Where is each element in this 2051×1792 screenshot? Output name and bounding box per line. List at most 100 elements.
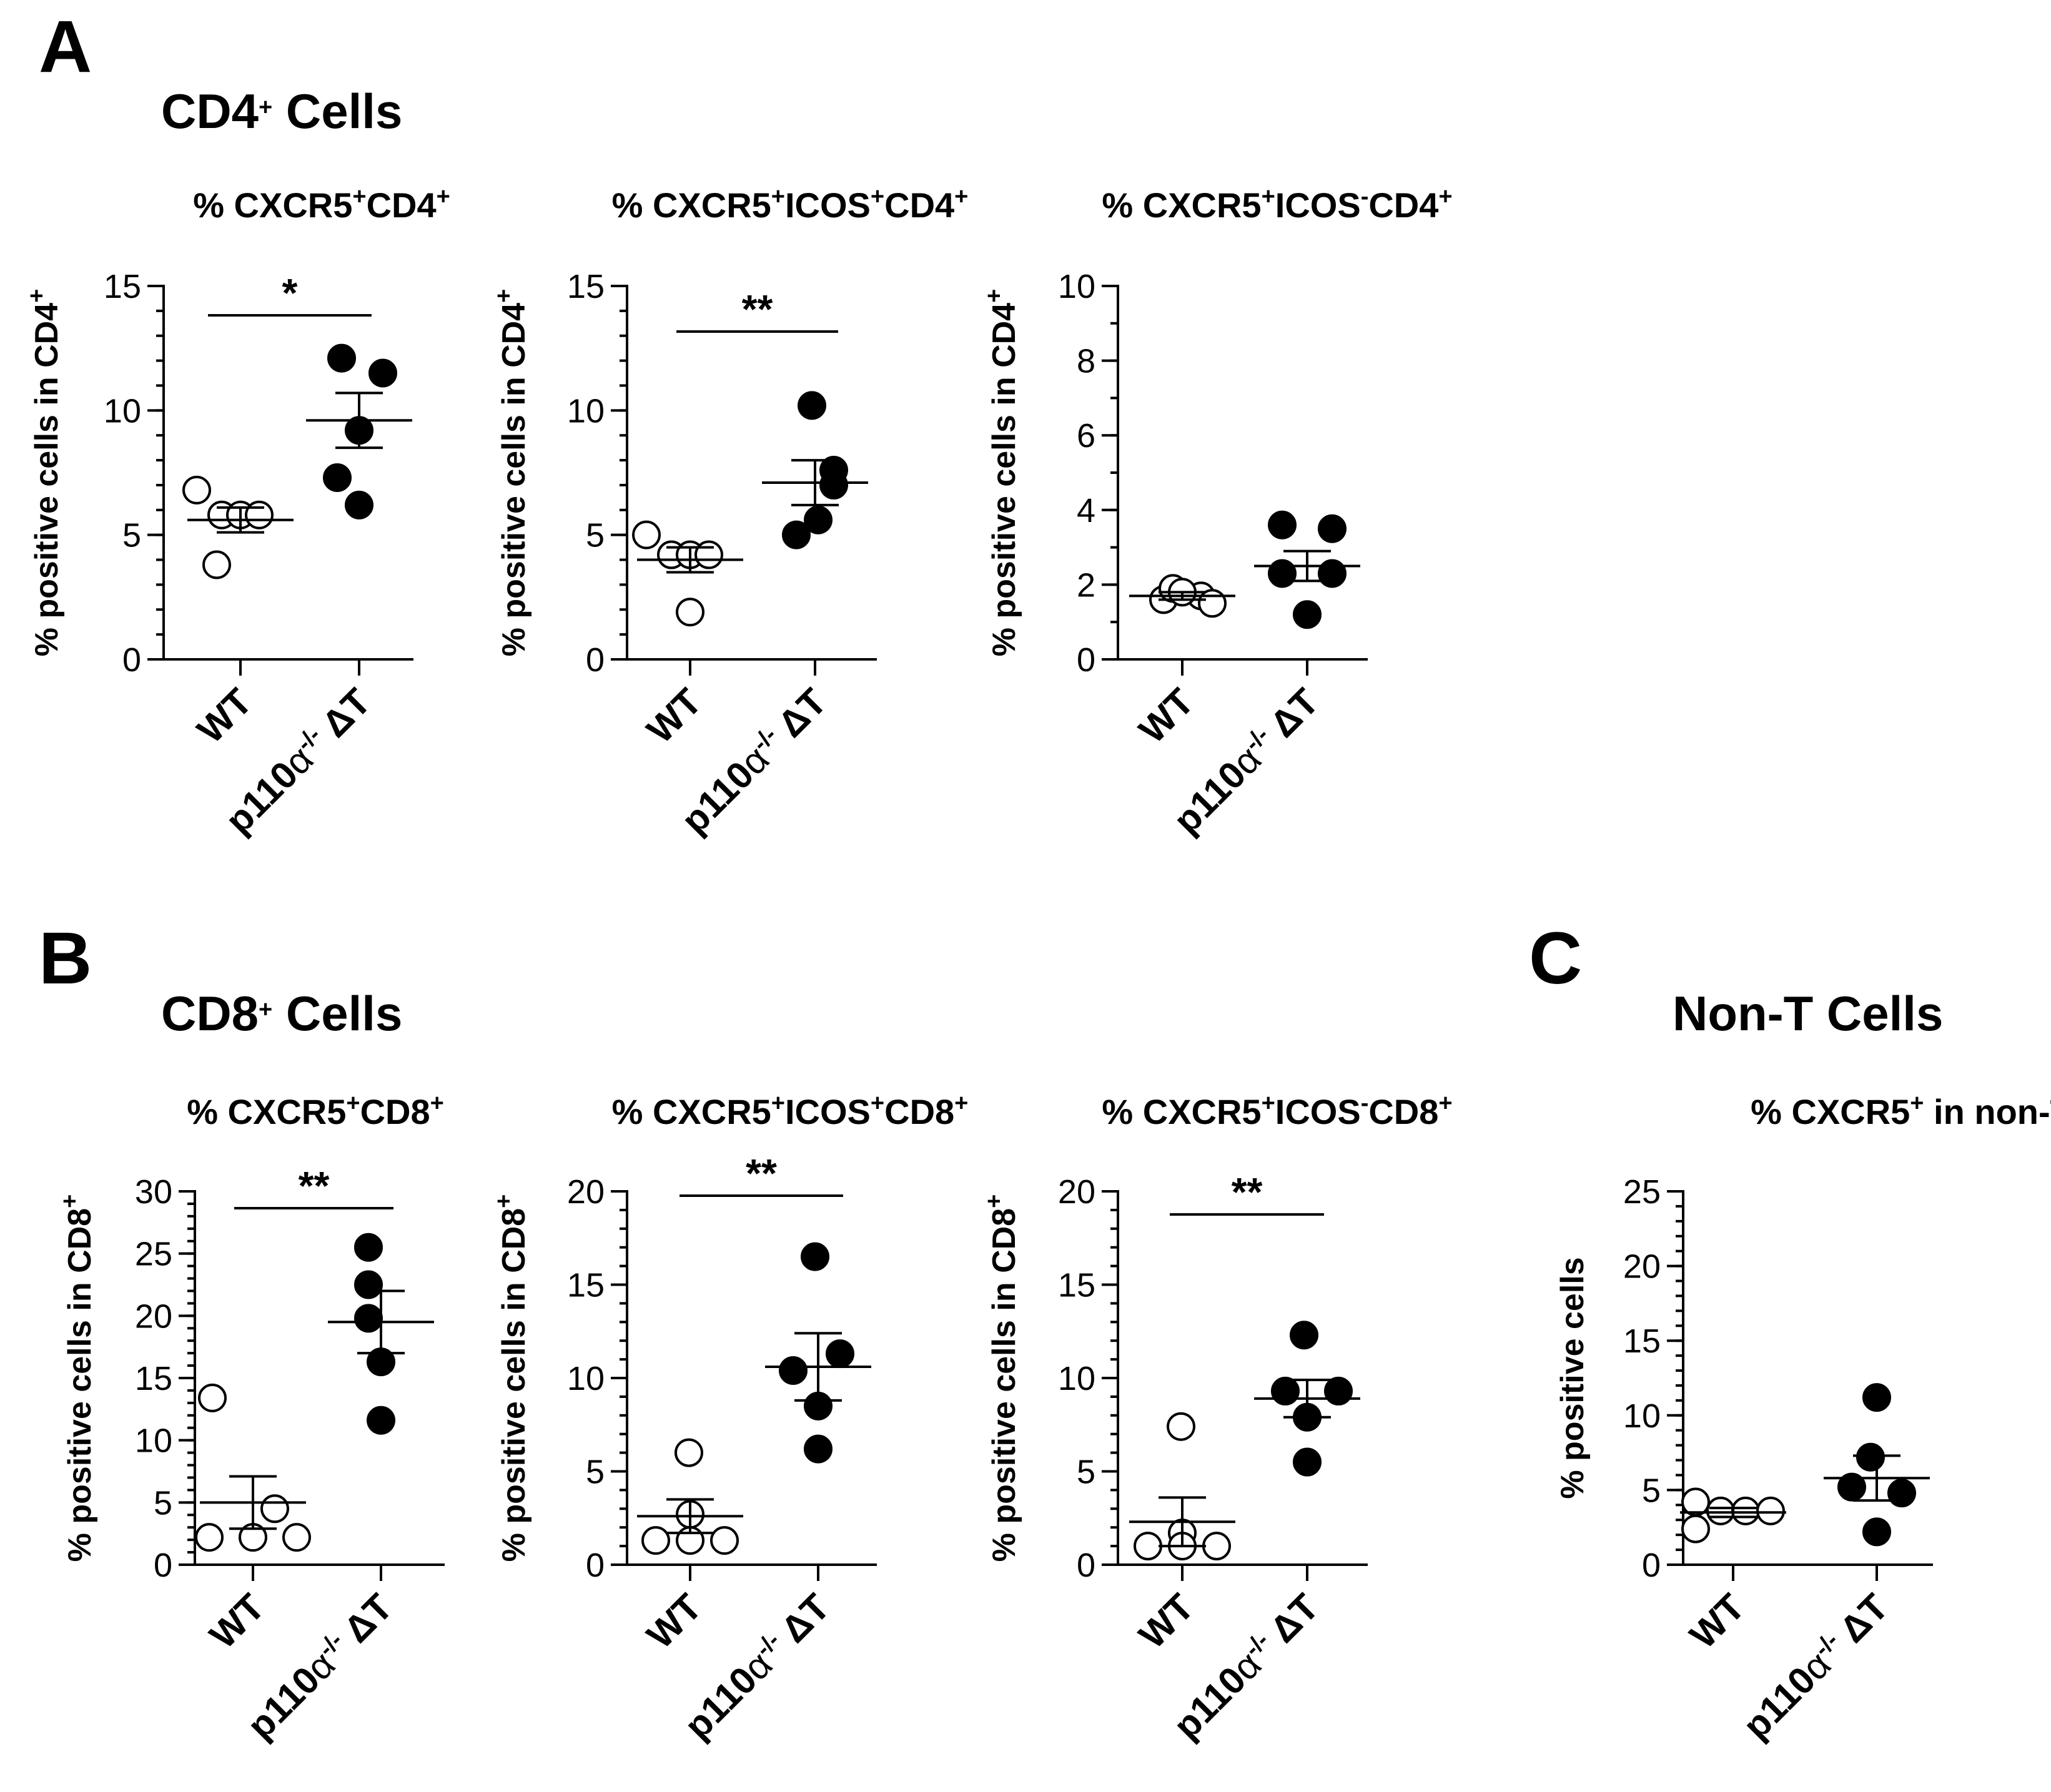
data-point-ko	[1293, 600, 1322, 629]
data-point-ko	[1271, 1376, 1300, 1406]
y-tick-label: 10	[1623, 1397, 1661, 1435]
x-label-p110a-ko: p110α-/- ΔT	[1735, 1586, 1896, 1747]
panel-letter-c: C	[1529, 917, 1582, 1000]
label-text: CD4	[1368, 185, 1438, 225]
label-text: ICOS	[785, 1092, 871, 1131]
superscript-text: +	[1438, 184, 1452, 210]
y-tick-label: 5	[586, 1454, 605, 1491]
y-axis-label: % positive cells in CD8+	[491, 1194, 532, 1562]
plot-title: % CXCR5+ICOS-CD4+	[1102, 184, 1452, 225]
y-tick-label: 0	[586, 1547, 605, 1584]
data-point-ko	[354, 1233, 383, 1262]
x-label-wt: WT	[189, 681, 260, 751]
y-tick-label: 5	[1077, 1454, 1095, 1491]
superscript-text: +	[954, 184, 968, 210]
data-point-ko	[779, 1356, 808, 1386]
data-point-ko	[798, 391, 826, 420]
y-tick-label: 0	[122, 641, 141, 679]
data-point-wt	[1706, 1496, 1735, 1525]
y-axis-label: % positive cells in CD4+	[24, 289, 65, 657]
data-point-wt	[202, 550, 231, 579]
y-tick-label: 6	[1077, 417, 1095, 455]
data-point-wt	[1731, 1496, 1760, 1525]
superscript-text: +	[259, 997, 272, 1023]
data-point-ko	[804, 505, 833, 534]
significance-label: *	[282, 270, 298, 315]
superscript-text: +	[771, 1090, 785, 1116]
data-point-ko	[826, 1339, 854, 1369]
superscript-text: +	[1262, 184, 1275, 210]
label-text: ICOS	[785, 185, 871, 225]
data-point-wt	[195, 1523, 224, 1552]
plot-title: % CXCR5+CD4+	[193, 184, 450, 225]
data-point-ko	[1887, 1479, 1916, 1508]
label-text: % positive cells in CD8	[62, 1208, 98, 1562]
data-point-ko	[323, 463, 352, 492]
y-tick-label: 8	[1077, 343, 1095, 380]
label-text: % CXCR5	[1751, 1092, 1910, 1131]
data-point-ko	[804, 1434, 833, 1464]
superscript-text: +	[259, 94, 272, 121]
data-point-ko	[819, 470, 848, 500]
superscript-text: -	[1361, 1090, 1369, 1116]
data-point-ko	[354, 1304, 383, 1333]
x-label-wt: WT	[639, 1586, 709, 1657]
y-tick-label: 10	[567, 1360, 605, 1397]
label-text: ICOS	[1275, 185, 1361, 225]
y-tick-label: 30	[135, 1173, 172, 1211]
data-point-ko	[345, 490, 373, 519]
y-tick-label: 20	[567, 1173, 605, 1211]
data-point-ko	[1856, 1442, 1885, 1472]
x-label-wt: WT	[1131, 681, 1202, 751]
label-text: % CXCR5	[193, 185, 352, 225]
plot-6: % CXCR5+ICOS-CD8+% positive cells in CD8…	[981, 1090, 1453, 1747]
y-tick-label: 0	[586, 641, 605, 679]
plot-3: % CXCR5+ICOS-CD4+% positive cells in CD4…	[981, 184, 1453, 842]
x-label-wt: WT	[639, 681, 709, 751]
label-text: WT	[639, 1586, 709, 1657]
y-tick-label: 15	[1623, 1322, 1661, 1360]
data-point-wt	[1202, 1532, 1231, 1561]
data-point-wt	[710, 1526, 739, 1555]
x-label-wt: WT	[1131, 1586, 1202, 1657]
significance-label: **	[746, 1151, 777, 1196]
superscript-text: +	[1262, 1090, 1275, 1116]
data-point-ko	[367, 1406, 395, 1435]
data-point-ko	[354, 1270, 383, 1299]
y-tick-label: 5	[1642, 1472, 1661, 1509]
superscript-text: +	[57, 1194, 83, 1208]
label-text: % CXCR5	[612, 1092, 771, 1131]
y-tick-label: 15	[104, 268, 141, 305]
y-tick-label: 25	[1623, 1173, 1661, 1211]
data-point-ko	[1862, 1383, 1891, 1412]
label-text: % positive cells	[1554, 1257, 1591, 1499]
data-point-wt	[676, 598, 704, 627]
label-text: WT	[189, 681, 260, 751]
plot-2: % CXCR5+ICOS+CD4+% positive cells in CD4…	[491, 184, 968, 842]
y-tick-label: 5	[122, 517, 141, 554]
plot-4: % CXCR5+CD8+% positive cells in CD8+0510…	[57, 1090, 445, 1747]
y-tick-label: 10	[1058, 1360, 1095, 1397]
label-text: CD8	[884, 1092, 954, 1131]
plot-title: % CXCR5+ in non-T	[1751, 1090, 2051, 1131]
data-point-ko	[327, 343, 356, 373]
y-tick-label: 4	[1077, 492, 1095, 529]
panel-letter-a: A	[39, 6, 92, 88]
y-tick-label: 2	[1077, 566, 1095, 604]
label-text: WT	[1131, 681, 1202, 751]
label-text: % CXCR5	[1102, 1092, 1261, 1131]
data-point-ko	[1318, 559, 1347, 588]
data-point-wt	[1198, 589, 1227, 618]
data-point-ko	[1268, 559, 1297, 588]
superscript-text: +	[1438, 1090, 1452, 1116]
superscript-text: +	[437, 184, 450, 210]
superscript-text: +	[491, 289, 517, 303]
label-text: % positive cells in CD4	[29, 303, 65, 656]
data-point-wt	[182, 475, 211, 505]
data-point-wt	[198, 1383, 227, 1412]
superscript-text: +	[871, 184, 884, 210]
data-point-wt	[632, 520, 661, 549]
superscript-text: +	[981, 289, 1007, 303]
section-title-c: Non-T Cells	[1673, 986, 1943, 1041]
data-point-ko	[1293, 1447, 1322, 1477]
